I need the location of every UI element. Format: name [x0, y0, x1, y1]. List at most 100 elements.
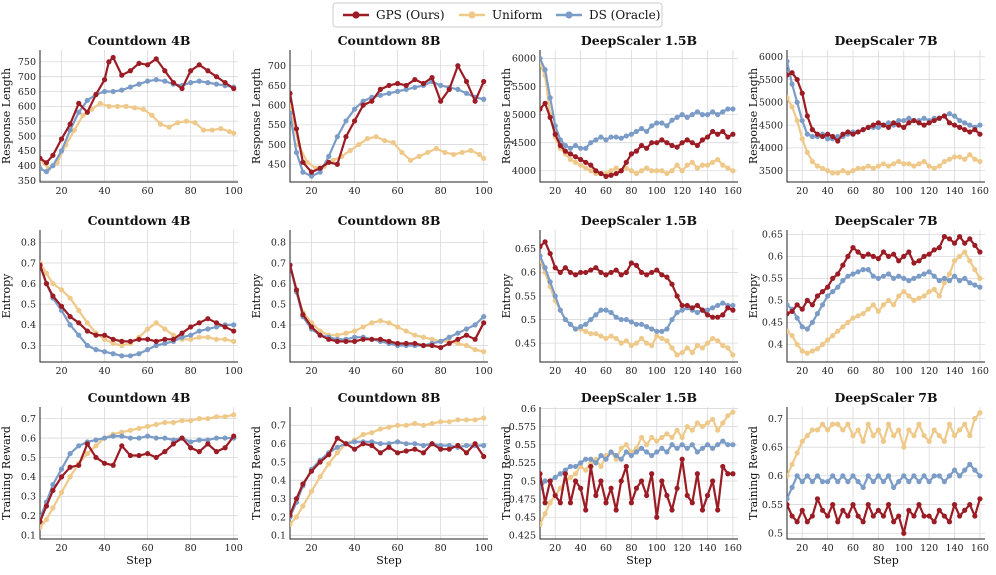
panel-3-point-ds-oracle-8	[578, 145, 584, 151]
panel-6-ytick-label-0-7: 0.7	[271, 258, 286, 269]
panel-7-point-uniform-12	[598, 333, 604, 339]
panel-3-xtick-label-160: 160	[724, 186, 742, 197]
panel-2-point-gps-ours-0	[290, 90, 293, 96]
panel-12-point-uniform-25	[911, 433, 917, 439]
panel-3-title: DeepScaler 1.5B	[581, 33, 697, 48]
panel-11-point-ds-oracle-31	[694, 449, 700, 455]
panel-3-point-gps-ours-37	[725, 134, 731, 140]
panel-7-point-uniform-30	[689, 349, 695, 356]
panel-8-point-ds-oracle-8	[825, 293, 831, 299]
panel-11-point-gps-ours-26	[669, 507, 675, 513]
panel-11-point-gps-ours-28	[679, 456, 685, 462]
panel-7-point-gps-ours-28	[679, 302, 685, 309]
panel-2-ytick-label-650: 650	[268, 81, 286, 92]
panel-11-point-ds-oracle-17	[623, 449, 629, 455]
panel-10-point-gps-ours-6	[334, 435, 340, 441]
panel-7-point-ds-oracle-23	[654, 328, 660, 334]
panel-6-point-gps-ours-21	[463, 332, 470, 338]
panel-6-point-gps-ours-23	[481, 320, 487, 326]
panel-6-point-ds-oracle-19	[446, 334, 452, 340]
panel-9-point-gps-ours-11	[127, 452, 133, 459]
panel-6-point-gps-ours-6	[334, 338, 340, 344]
panel-7-point-gps-ours-4	[557, 269, 563, 276]
panel-4-point-uniform-16	[865, 163, 871, 169]
panel-1-point-uniform-23	[231, 130, 237, 136]
panel-10-xtick-label-40: 40	[349, 543, 361, 554]
panel-3-point-ds-oracle-31	[694, 109, 700, 115]
panel-1-point-gps-ours-15	[153, 56, 159, 62]
panel-8-point-gps-ours-3	[799, 306, 805, 312]
panel-1-point-gps-ours-8	[101, 77, 108, 83]
panel-12-point-uniform-27	[921, 433, 927, 439]
panel-11-point-uniform-15	[613, 456, 619, 462]
panel-11-point-ds-oracle-37	[725, 442, 731, 448]
panel-7-point-gps-ours-34	[710, 314, 716, 320]
panel-3-point-uniform-14	[608, 168, 614, 174]
panel-9-point-uniform-11	[127, 427, 133, 433]
panel-1-point-uniform-9	[114, 103, 121, 109]
panel-12-point-ds-oracle-23	[901, 473, 907, 479]
panel-11-point-uniform-1	[542, 511, 548, 517]
panel-5-xtick-label-80: 80	[185, 366, 197, 377]
panel-7-point-uniform-34	[710, 335, 716, 342]
panel-7-point-uniform-13	[603, 335, 609, 342]
panel-4-point-gps-ours-3	[799, 90, 805, 96]
panel-4-point-gps-ours-4	[804, 113, 810, 119]
panel-5-point-ds-oracle-10	[119, 353, 125, 359]
panel-7-point-gps-ours-10	[588, 267, 594, 273]
panel-12-point-uniform-36	[967, 433, 973, 439]
panel-10-point-gps-ours-4	[317, 459, 323, 465]
panel-8-point-ds-oracle-27	[921, 271, 927, 277]
panel-9-point-gps-ours-1	[43, 503, 50, 509]
panel-7-point-gps-ours-21	[644, 272, 650, 278]
panel-3-point-gps-ours-5	[562, 148, 568, 154]
panel-3-point-ds-oracle-18	[628, 131, 634, 137]
panel-3-point-gps-ours-11	[593, 168, 599, 174]
panel-12-point-gps-ours-20	[885, 501, 892, 508]
panel-11-point-gps-ours-16	[618, 478, 624, 484]
panel-8-point-uniform-0	[787, 328, 790, 334]
panel-2-point-ds-oracle-3	[308, 173, 315, 179]
panel-7-xtick-label-140: 140	[698, 366, 716, 377]
panel-2-point-gps-ours-4	[317, 165, 323, 171]
panel-9-ylabel: Training Reward	[0, 426, 13, 520]
panel-8-point-gps-ours-16	[865, 251, 871, 257]
panel-5-ytick-label-0-7: 0.7	[21, 258, 36, 269]
panel-9-point-uniform-4	[67, 474, 73, 480]
panel-8-point-uniform-32	[946, 271, 953, 277]
panel-5-point-ds-oracle-21	[213, 324, 220, 330]
panel-9-point-gps-ours-5	[76, 462, 82, 468]
panel-7-title: DeepScaler 1.5B	[581, 213, 697, 228]
panel-11-point-gps-ours-27	[674, 485, 680, 491]
panel-11-point-uniform-26	[669, 434, 675, 441]
panel-7-point-uniform-36	[720, 342, 726, 349]
panel-11-point-ds-oracle-38	[730, 442, 736, 448]
panel-12-point-uniform-20	[885, 421, 892, 427]
panel-12-point-uniform-8	[825, 427, 831, 433]
panel-12-xtick-label-40: 40	[822, 543, 834, 554]
panel-11-point-ds-oracle-34	[710, 445, 716, 451]
panel-5-point-gps-ours-0	[40, 262, 43, 268]
panel-8-point-gps-ours-17	[870, 253, 876, 259]
panel-6-point-uniform-14	[403, 328, 409, 334]
panel-7-point-gps-ours-31	[694, 302, 700, 309]
panel-7-ytick-label-0-6: 0.6	[521, 268, 536, 279]
panel-3-xtick-label-80: 80	[625, 186, 637, 197]
panel-7-point-uniform-21	[644, 340, 650, 346]
panel-3-point-uniform-36	[720, 162, 726, 168]
panel-4-point-gps-ours-30	[936, 115, 942, 121]
panel-4-point-gps-ours-34	[957, 124, 963, 130]
panel-10-point-gps-ours-12	[386, 444, 392, 450]
panel-12-point-gps-ours-1	[789, 513, 795, 519]
panel-11-point-uniform-6	[567, 474, 574, 480]
panel-10-point-uniform-11	[377, 426, 383, 432]
panel-4-point-gps-ours-8	[825, 131, 831, 137]
panel-11-point-ds-oracle-29	[684, 445, 690, 451]
panel-10-xtick-label-60: 60	[392, 543, 404, 554]
panel-3-point-ds-oracle-28	[679, 112, 685, 118]
panel-3-point-ds-oracle-24	[659, 120, 665, 126]
panel-5-point-gps-ours-17	[179, 330, 185, 336]
panel-5-ytick-label-0-6: 0.6	[21, 279, 36, 290]
panel-9-point-ds-oracle-14	[153, 435, 159, 441]
panel-8-point-uniform-17	[870, 302, 876, 308]
